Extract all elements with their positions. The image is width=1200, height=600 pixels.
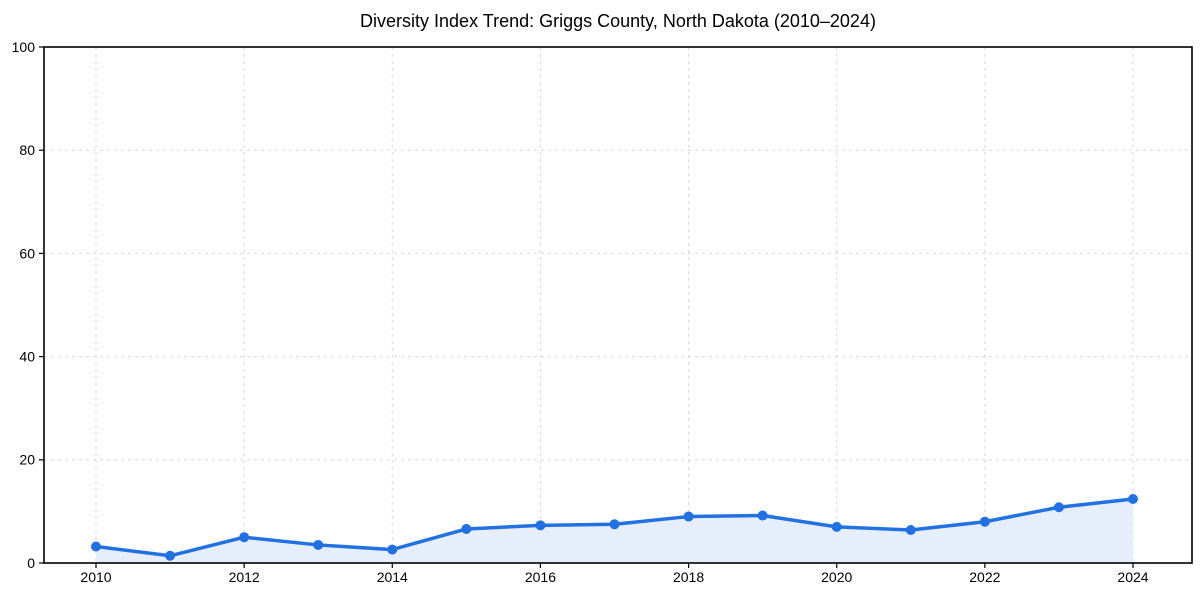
x-tick-label: 2018	[673, 569, 704, 585]
area-fill	[96, 499, 1133, 563]
y-tick-label: 20	[19, 452, 35, 468]
data-point	[91, 541, 101, 552]
data-point	[1128, 494, 1138, 505]
data-point	[535, 520, 546, 531]
data-point	[239, 532, 250, 543]
y-tick-label: 60	[19, 245, 35, 261]
plot-frame	[43, 46, 1193, 564]
data-point	[609, 519, 620, 530]
x-tick-label: 2022	[969, 569, 1000, 585]
data-point	[905, 524, 916, 535]
data-point	[757, 510, 768, 521]
x-tick-label: 2024	[1117, 569, 1148, 585]
chart-title: Diversity Index Trend: Griggs County, No…	[360, 11, 876, 31]
x-tick-label: 2010	[80, 569, 111, 585]
data-point	[1053, 502, 1064, 513]
x-tick-label: 2012	[229, 569, 260, 585]
data-point	[165, 550, 176, 561]
data-point	[461, 523, 472, 534]
data-point	[683, 511, 694, 522]
data-point	[979, 516, 990, 527]
y-tick-label: 80	[19, 142, 35, 158]
x-tick-label: 2020	[821, 569, 852, 585]
y-tick-label: 40	[19, 349, 35, 365]
x-tick-label: 2016	[525, 569, 556, 585]
x-tick-label: 2014	[377, 569, 408, 585]
data-point	[831, 521, 842, 532]
y-tick-label: 100	[12, 39, 36, 55]
data-point	[387, 544, 398, 555]
data-point	[313, 539, 324, 550]
y-tick-label: 0	[27, 555, 35, 571]
